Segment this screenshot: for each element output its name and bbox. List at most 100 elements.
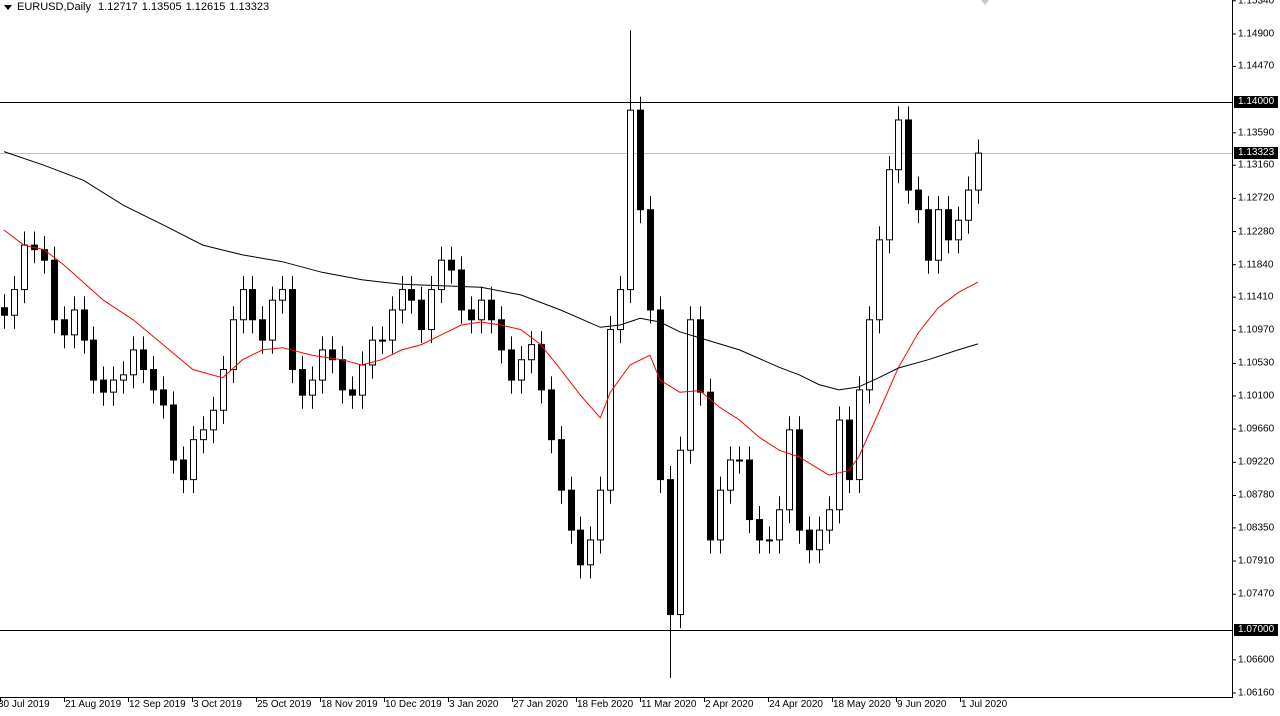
candle-body (856, 389, 863, 481)
candle-body (339, 359, 346, 391)
candle-body (687, 319, 694, 451)
candle-body (210, 409, 217, 431)
x-tick-label: 12 Sep 2019 (129, 699, 186, 710)
candle-body (866, 319, 873, 391)
candle-body (965, 189, 972, 221)
price-tag: 1.13323 (1234, 146, 1279, 159)
chart-header: EURUSD,Daily 1.12717 1.13505 1.12615 1.1332… (4, 1, 273, 13)
candle-body (399, 289, 406, 311)
candle-body (349, 389, 356, 396)
candle-body (180, 459, 187, 481)
candle-body (667, 479, 674, 616)
y-tick-label: 1.07470 (1238, 588, 1275, 600)
candle-body (558, 439, 565, 491)
candle-body (607, 329, 614, 491)
candle-body (647, 209, 654, 311)
candle-body (319, 349, 326, 381)
candle-body (90, 339, 97, 381)
candle-body (935, 209, 942, 261)
candle-body (359, 364, 366, 396)
candle-body (876, 239, 883, 321)
candle-body (746, 459, 753, 521)
x-tick-label: 11 Mar 2020 (641, 699, 697, 710)
y-tick-label: 1.13160 (1238, 159, 1275, 171)
y-tick-label: 1.11410 (1238, 291, 1274, 303)
candle-body (697, 319, 704, 393)
symbol-label: EURUSD,Daily (17, 1, 91, 13)
y-tick-label: 1.10100 (1238, 390, 1275, 402)
candle-body (717, 489, 724, 541)
ohlc-low: 1.12615 (185, 1, 226, 13)
candle-body (766, 539, 773, 542)
x-tick-label: 1 Jul 2020 (961, 699, 1008, 710)
x-tick-label: 18 Nov 2019 (321, 699, 378, 710)
candle-body (11, 289, 18, 316)
x-tick-label: 10 Dec 2019 (385, 699, 442, 710)
price-tag: 1.14000 (1234, 95, 1279, 108)
x-tick-label: 24 Apr 2020 (769, 699, 823, 710)
candle-body (568, 489, 575, 531)
x-tick-label: 18 May 2020 (833, 699, 891, 710)
candle-body (448, 259, 455, 271)
y-tick-label: 1.09220 (1238, 456, 1275, 468)
candle-body (230, 319, 237, 371)
candle-body (826, 509, 833, 531)
candle-body (140, 349, 147, 371)
moving-average-slow (3, 151, 979, 391)
y-tick-label: 1.09660 (1238, 423, 1275, 435)
candle-body (240, 289, 247, 321)
candle-body (150, 369, 157, 391)
x-tick-label: 27 Jan 2020 (513, 699, 569, 710)
candle-body (61, 319, 68, 336)
candle-body (756, 519, 763, 541)
candle-body (786, 429, 793, 511)
candle-body (309, 379, 316, 396)
candle-body (369, 339, 376, 366)
ohlc-close: 1.13323 (229, 1, 270, 13)
y-tick-label: 1.10970 (1238, 324, 1275, 336)
y-tick-label: 1.14470 (1238, 60, 1275, 72)
candle-body (428, 289, 435, 331)
candle-body (548, 389, 555, 441)
candle-body (289, 289, 296, 371)
candle-body (707, 391, 714, 541)
candle-body (597, 489, 604, 541)
candle-body (329, 349, 336, 361)
candle-body (727, 459, 734, 491)
candle-body (269, 299, 276, 341)
ohlc-open: 1.12717 (98, 1, 138, 13)
x-tick-label: 18 Feb 2020 (577, 699, 634, 710)
candle-body (170, 404, 177, 461)
y-tick-label: 1.08350 (1238, 522, 1275, 534)
candle-body (120, 374, 127, 381)
candle-body (577, 529, 584, 566)
candle-body (587, 539, 594, 566)
x-tick-label: 3 Oct 2019 (193, 699, 242, 710)
candle-body (488, 299, 495, 321)
price-tag: 1.07000 (1234, 623, 1279, 636)
candle-body (408, 289, 415, 301)
candle-body (200, 429, 207, 441)
candle-body (518, 359, 525, 381)
candle-body (81, 309, 88, 341)
candle-body (21, 244, 28, 291)
y-tick-label: 1.12280 (1238, 226, 1275, 238)
candle-body (776, 509, 783, 541)
y-tick-label: 1.11840 (1238, 259, 1274, 271)
candle-body (478, 299, 485, 321)
y-tick-label: 1.06600 (1238, 654, 1275, 666)
candle-body (379, 339, 386, 342)
candle-body (51, 259, 58, 321)
y-tick-label: 1.14900 (1238, 28, 1275, 40)
dropdown-triangle-icon[interactable] (4, 4, 12, 10)
candle-body (925, 209, 932, 261)
candle-body (617, 289, 624, 331)
y-tick-label: 1.10530 (1238, 357, 1275, 369)
x-tick-label: 3 Jan 2020 (449, 699, 499, 710)
candle-body (677, 449, 684, 616)
y-tick-label: 1.08780 (1238, 489, 1275, 501)
candle-body (498, 319, 505, 351)
candle-body (299, 369, 306, 396)
candle-body (508, 349, 515, 381)
